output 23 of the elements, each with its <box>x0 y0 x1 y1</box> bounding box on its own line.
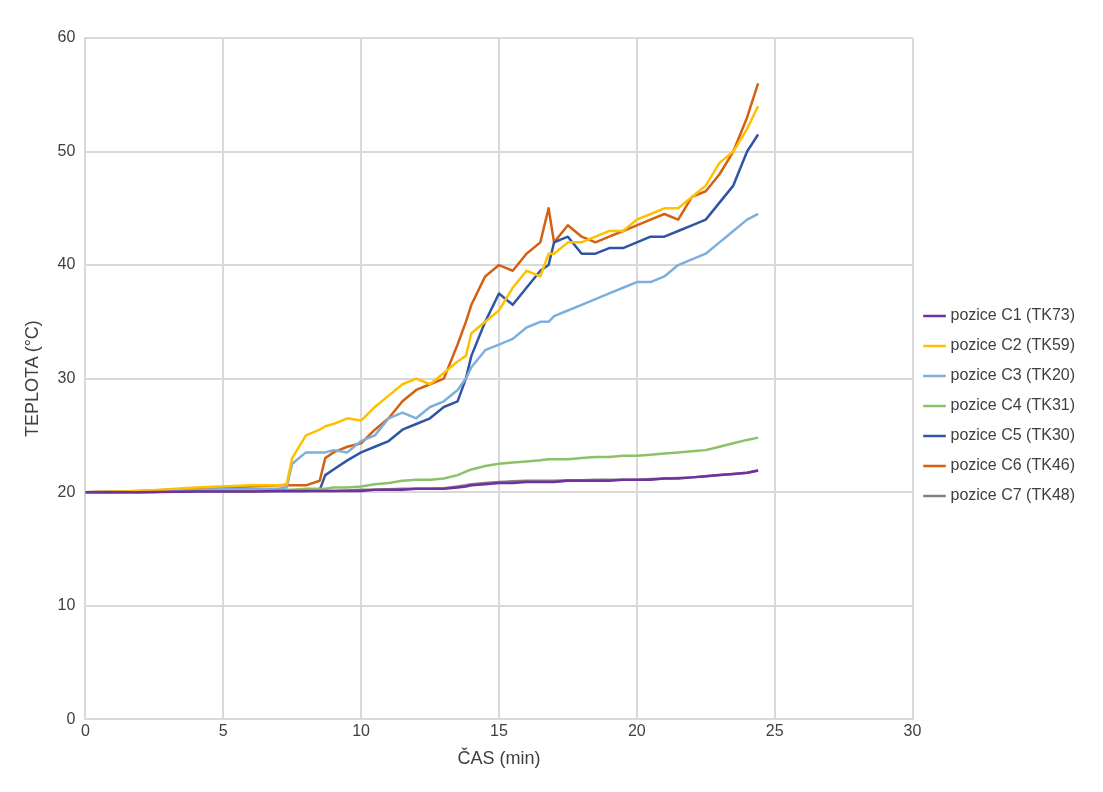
y-tick-label: 40 <box>57 255 76 273</box>
x-tick-label: 20 <box>627 722 646 740</box>
x-tick-label: 5 <box>218 722 228 740</box>
legend-label: pozice C3 (TK20) <box>950 366 1076 384</box>
y-axis-title: TEPLOTA (°C) <box>21 320 42 438</box>
legend-label: pozice C1 (TK73) <box>950 306 1076 324</box>
y-tick-label: 10 <box>57 596 76 614</box>
x-tick-label: 30 <box>903 722 922 740</box>
x-tick-label: 10 <box>352 722 371 740</box>
x-tick-label: 25 <box>765 722 784 740</box>
legend-label: pozice C7 (TK48) <box>950 486 1076 504</box>
y-tick-label: 0 <box>66 709 76 727</box>
x-axis-title: ČAS (min) <box>457 747 541 769</box>
legend-label: pozice C2 (TK59) <box>950 336 1076 354</box>
legend-label: pozice C6 (TK46) <box>950 456 1076 474</box>
y-tick-label: 60 <box>57 28 76 46</box>
x-tick-label: 0 <box>80 722 90 740</box>
y-tick-label: 50 <box>57 141 76 159</box>
y-tick-label: 20 <box>57 482 76 500</box>
y-tick-label: 30 <box>57 369 76 387</box>
legend-label: pozice C4 (TK31) <box>950 396 1076 414</box>
legend-label: pozice C5 (TK30) <box>950 426 1076 444</box>
x-tick-label: 15 <box>490 722 508 740</box>
